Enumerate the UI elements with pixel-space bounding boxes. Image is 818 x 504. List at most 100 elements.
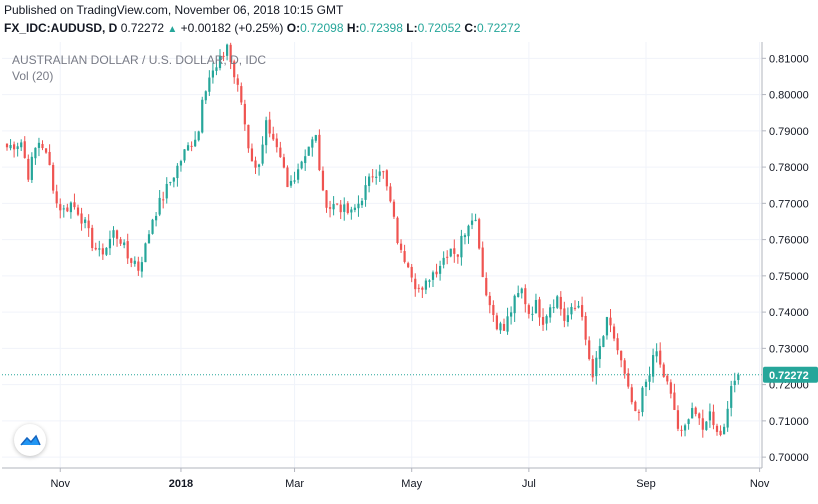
last-price-label-bg [763,366,818,383]
candle-body [300,161,303,169]
candle-body [726,408,729,428]
candle-body [694,407,697,415]
candle-body [162,199,165,201]
candle-body [701,418,704,430]
candle-body [446,256,449,258]
candle-body [147,234,151,244]
candle-body [549,307,552,318]
low-value: 0.72052 [417,21,461,35]
price-tick-label: 0.73000 [769,343,809,355]
candle-body [265,120,268,146]
price-tick-label: 0.70000 [769,452,809,464]
candle-body [595,357,598,377]
grid [2,42,762,468]
candle-body [417,287,420,289]
candle-body [431,272,435,280]
candle-body [392,201,396,217]
candle-body [410,266,413,278]
candle-body [119,239,122,244]
close-label: C: [464,21,477,35]
candle-body [48,151,51,166]
candle-body [403,251,406,262]
candle-body [641,387,644,413]
candle-body [201,99,204,133]
candle-body [673,392,676,410]
candle-body [321,170,325,191]
time-tick-label: Jul [522,478,536,490]
candle-body [698,413,701,419]
candle-body [605,317,609,336]
candle-body [44,148,48,153]
candle-body [506,316,509,332]
tradingview-logo-button[interactable] [14,424,46,456]
price-tick-label: 0.77000 [769,198,809,210]
candle-body [708,411,711,421]
candle-body [211,70,214,78]
price-tick-label: 0.71000 [769,416,809,428]
symbol-info-line: FX_IDC:AUDUSD, D 0.72272 ▲ +0.00182 (+0.… [4,21,520,35]
price-axis[interactable]: 0.81000 0.80000 0.79000 0.78000 0.77000 0.760… [762,53,809,464]
candle-body [630,387,633,403]
candle-body [375,176,378,178]
candle-body [346,203,349,213]
candle-body [581,305,584,317]
candle-body [101,248,104,255]
candle-body [328,207,332,209]
candle-body [637,411,640,413]
candle-body [318,134,321,171]
candle-body [552,307,555,309]
candle-body [524,288,527,305]
candle-body [250,148,254,162]
candle-body [59,204,62,211]
candle-body [126,241,129,259]
candle-body [634,401,637,412]
candle-body [705,421,708,430]
candle-body [247,124,250,149]
candle-body [197,131,200,141]
symbol-name[interactable]: FX_IDC:AUDUSD, D [4,21,118,35]
candle-body [474,219,477,221]
price-tick-label: 0.74000 [769,307,809,319]
candle-body [545,316,548,324]
candle-body [30,156,33,180]
candle-body [723,426,726,435]
time-axis[interactable]: Nov 2018 Mar May Jul Sep Nov [50,468,770,490]
candle-body [616,338,619,351]
candle-body [87,220,90,229]
open-label: O: [286,21,301,35]
candle-body [325,190,328,208]
candle-body [41,143,44,149]
candle-body [311,139,314,148]
candle-body [272,133,275,140]
candle-body [176,165,179,179]
candle-body [94,247,97,250]
candle-body [27,158,30,180]
candle-body [236,78,239,85]
candle-body [385,170,388,187]
candle-body [531,313,534,315]
candle-body [414,278,417,290]
candle-body [502,324,506,331]
candle-body [368,176,371,186]
candle-body [396,217,399,244]
candle-body [382,171,385,173]
candle-body [179,161,183,166]
price-tick-label: 0.75000 [769,271,809,283]
candle-body [183,149,186,161]
up-triangle-icon: ▲ [167,24,178,35]
candle-body [243,103,246,125]
time-tick-label: Nov [750,478,770,490]
candle-body [719,430,722,436]
candle-body [428,280,431,282]
candle-body [91,227,94,249]
candle-body [612,326,616,339]
candle-body [442,257,445,265]
candle-body [155,215,158,221]
candle-body [460,235,463,258]
candle-body [34,147,37,159]
candle-body [69,202,72,213]
candle-body [66,207,69,212]
volume-indicator-label[interactable]: Vol (20) [12,69,53,83]
